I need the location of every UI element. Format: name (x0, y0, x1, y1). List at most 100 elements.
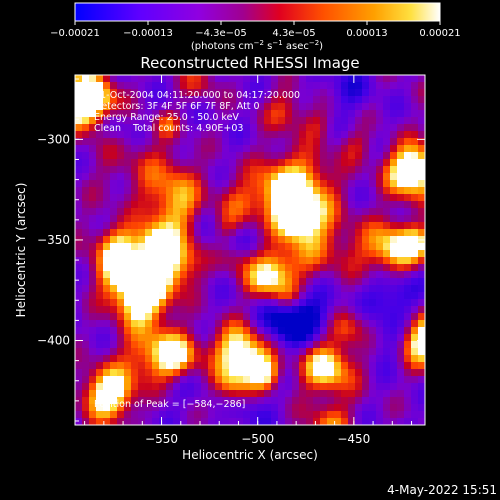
heatmap-cell (320, 348, 328, 356)
heatmap-cell (376, 320, 384, 328)
heatmap-cell (152, 236, 160, 244)
heatmap-cell (201, 124, 209, 132)
heatmap-cell (383, 82, 391, 90)
heatmap-cell (159, 341, 167, 349)
heatmap-cell (173, 138, 181, 146)
heatmap-cell (271, 236, 279, 244)
heatmap-cell (334, 145, 342, 153)
heatmap-cell (257, 278, 265, 286)
heatmap-cell (243, 82, 251, 90)
heatmap-cell (166, 96, 174, 104)
heatmap-cell (299, 159, 307, 167)
heatmap-cell (341, 390, 349, 398)
heatmap-cell (257, 222, 265, 230)
heatmap-cell (348, 173, 356, 181)
heatmap-cell (159, 138, 167, 146)
heatmap-cell (89, 187, 97, 195)
heatmap-cell (362, 348, 370, 356)
heatmap-cell (376, 222, 384, 230)
heatmap-cell (313, 173, 321, 181)
heatmap-cell (306, 201, 314, 209)
heatmap-cell (215, 201, 223, 209)
heatmap-cell (173, 117, 181, 125)
heatmap-cell (334, 236, 342, 244)
heatmap-cell (131, 166, 139, 174)
heatmap-cell (110, 341, 118, 349)
heatmap-cell (110, 404, 118, 412)
heatmap-cell (180, 138, 188, 146)
heatmap-cell (313, 313, 321, 321)
heatmap-cell (362, 103, 370, 111)
heatmap-cell (327, 201, 335, 209)
heatmap-cell (257, 131, 265, 139)
heatmap-cell (383, 383, 391, 391)
heatmap-cell (348, 89, 356, 97)
heatmap-cell (187, 348, 195, 356)
heatmap-cell (271, 131, 279, 139)
heatmap-cell (285, 418, 293, 425)
heatmap-cell (278, 348, 286, 356)
heatmap-cell (166, 271, 174, 279)
heatmap-cell (222, 208, 230, 216)
heatmap-cell (418, 117, 425, 125)
heatmap-cell (124, 208, 132, 216)
heatmap-cell (180, 355, 188, 363)
heatmap-cell (355, 145, 363, 153)
heatmap-cell (334, 131, 342, 139)
heatmap-cell (117, 215, 125, 223)
heatmap-cell (313, 215, 321, 223)
heatmap-cell (278, 75, 286, 83)
heatmap-cell (236, 327, 244, 335)
heatmap-cell (404, 271, 412, 279)
heatmap-cell (278, 166, 286, 174)
heatmap-cell (180, 75, 188, 83)
heatmap-cell (418, 390, 425, 398)
heatmap-cell (355, 383, 363, 391)
heatmap-cell (117, 243, 125, 251)
heatmap-cell (411, 215, 419, 223)
heatmap-cell (390, 418, 398, 425)
heatmap-cell (292, 173, 300, 181)
heatmap-cell (201, 180, 209, 188)
heatmap-cell (194, 404, 202, 412)
heatmap-cell (124, 75, 132, 83)
heatmap-cell (138, 299, 146, 307)
heatmap-cell (341, 180, 349, 188)
heatmap-cell (110, 138, 118, 146)
heatmap-cell (292, 145, 300, 153)
heatmap-cell (257, 229, 265, 237)
heatmap-cell (173, 208, 181, 216)
heatmap-cell (376, 271, 384, 279)
heatmap-cell (250, 313, 258, 321)
heatmap-cell (103, 194, 111, 202)
heatmap-cell (222, 278, 230, 286)
heatmap-cell (292, 292, 300, 300)
heatmap-cell (96, 278, 104, 286)
heatmap-cell (334, 341, 342, 349)
heatmap-cell (117, 75, 125, 83)
heatmap-cell (131, 208, 139, 216)
heatmap-cell (117, 264, 125, 272)
heatmap-cell (278, 362, 286, 370)
heatmap-cell (278, 369, 286, 377)
heatmap-cell (124, 355, 132, 363)
heatmap-cell (131, 103, 139, 111)
heatmap-cell (264, 320, 272, 328)
heatmap-cell (390, 369, 398, 377)
heatmap-cell (201, 103, 209, 111)
heatmap-cell (236, 271, 244, 279)
heatmap-cell (82, 159, 90, 167)
heatmap-cell (166, 117, 174, 125)
heatmap-cell (390, 362, 398, 370)
heatmap-cell (243, 306, 251, 314)
heatmap-cell (173, 390, 181, 398)
heatmap-cell (362, 299, 370, 307)
heatmap-cell (208, 369, 216, 377)
heatmap-cell (243, 383, 251, 391)
heatmap-cell (131, 110, 139, 118)
annotation-total-counts: Clean Total counts: 4.90E+03 (94, 123, 243, 134)
heatmap-cell (411, 292, 419, 300)
heatmap-cell (166, 208, 174, 216)
heatmap-cell (257, 75, 265, 83)
heatmap-cell (299, 362, 307, 370)
